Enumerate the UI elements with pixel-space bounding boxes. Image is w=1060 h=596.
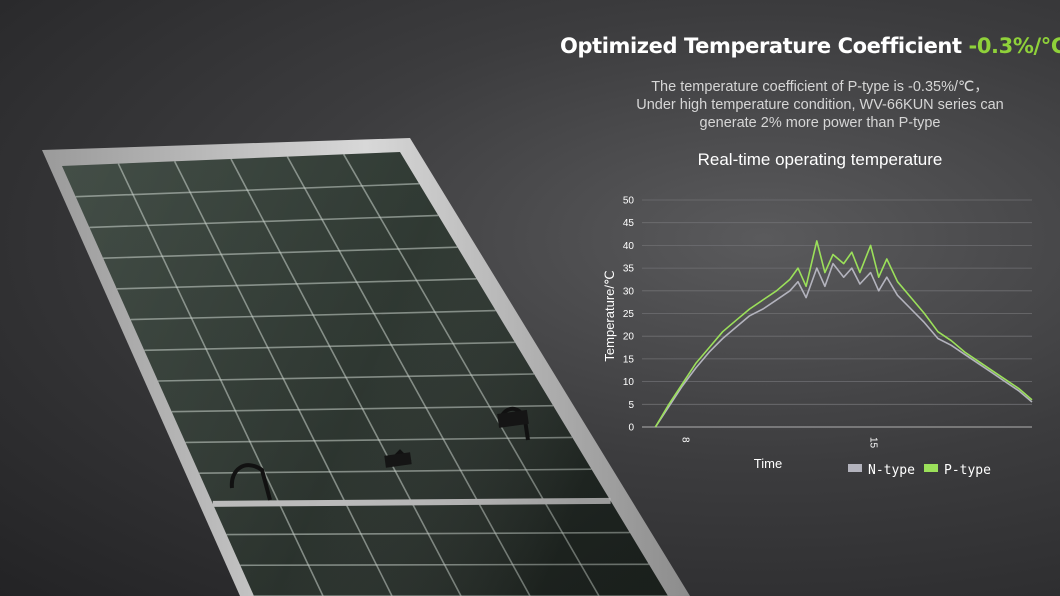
- chart-legend: N-type P-type: [848, 463, 991, 478]
- x-tick-label: 15: [868, 437, 879, 449]
- description-line-3: generate 2% more power than P-type: [699, 115, 941, 131]
- y-tick-label: 50: [623, 196, 635, 207]
- x-tick-label: 8: [679, 437, 690, 443]
- y-axis-label: Temperature/℃: [602, 270, 617, 361]
- y-tick-label: 0: [628, 423, 634, 434]
- y-tick-label: 40: [623, 241, 635, 252]
- y-axis-ticks: 0 5 10 15 20 25 30 35 40 45 50: [623, 196, 635, 434]
- y-tick-label: 30: [623, 286, 635, 297]
- description-line-1: The temperature coefficient of P-type is…: [651, 79, 989, 95]
- x-axis-label: Time: [754, 456, 782, 471]
- chart-title: Real-time operating temperature: [697, 150, 943, 169]
- series-line-p-type: [654, 240, 1033, 428]
- legend-label-n-type: N-type: [868, 463, 915, 478]
- description: The temperature coefficient of P-type is…: [560, 78, 1060, 132]
- legend-swatch-p-type: [924, 464, 938, 472]
- y-tick-label: 10: [623, 377, 635, 388]
- legend-label-p-type: P-type: [944, 463, 991, 478]
- description-line-2: Under high temperature condition, WV-66K…: [636, 97, 1004, 113]
- x-axis-ticks: 8 15: [679, 437, 878, 449]
- y-tick-label: 45: [623, 218, 635, 229]
- series-line-n-type: [654, 262, 1033, 428]
- chart-series: [654, 240, 1033, 428]
- y-tick-label: 25: [623, 309, 635, 320]
- y-tick-label: 15: [623, 354, 635, 365]
- headline-main: Optimized Temperature Coefficient: [560, 34, 969, 58]
- y-tick-label: 35: [623, 264, 635, 275]
- y-tick-label: 5: [628, 400, 634, 411]
- chart-grid: [642, 199, 1032, 428]
- headline: Optimized Temperature Coefficient -0.3%/…: [560, 34, 1060, 58]
- headline-accent: -0.3%/°C: [968, 34, 1060, 58]
- temperature-line-chart: 0 5 10 15 20 25 30 35 40 45 50 8 15 Temperature/℃ T…: [602, 196, 1033, 478]
- y-tick-label: 20: [623, 332, 635, 343]
- legend-swatch-n-type: [848, 464, 862, 472]
